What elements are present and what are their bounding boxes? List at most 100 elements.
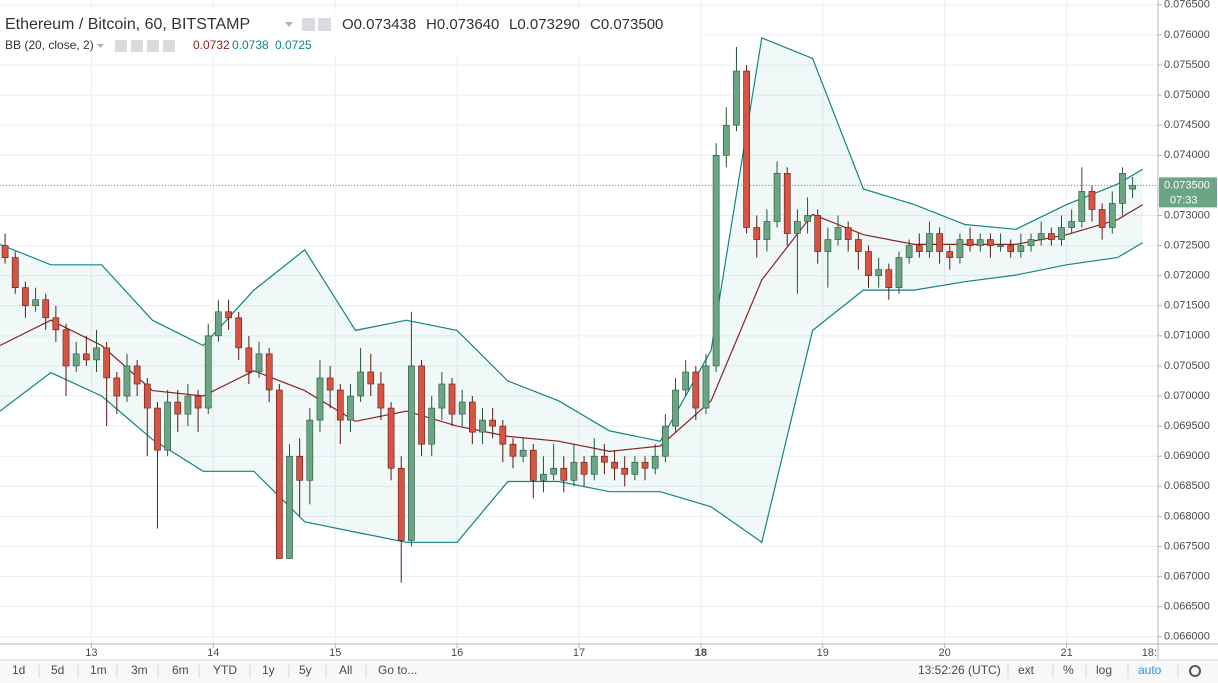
band-upper — [0, 37, 1144, 442]
candle-body — [1098, 209, 1106, 228]
scale-option[interactable]: % — [1063, 663, 1074, 677]
candle-body — [113, 377, 121, 397]
candle-body — [702, 365, 710, 409]
y-tick-label: 0.067000 — [1164, 570, 1210, 582]
candle-body — [580, 461, 588, 475]
x-tick-label: 18 — [695, 647, 707, 659]
candle-body — [824, 239, 832, 252]
candle-body — [834, 227, 842, 240]
candle-body — [1027, 239, 1035, 246]
candle-body — [763, 221, 771, 240]
candle-body — [225, 311, 232, 319]
y-tick-label: 0.070000 — [1164, 390, 1210, 402]
range-button[interactable]: 6m — [172, 663, 189, 677]
hide-icon[interactable] — [318, 18, 331, 31]
last-price-label: 0.073500 — [1164, 179, 1210, 191]
scale-option[interactable]: log — [1096, 663, 1112, 677]
y-tick-label: 0.073000 — [1164, 209, 1210, 221]
settings-gear[interactable] — [1189, 665, 1201, 677]
x-tick-label: 15 — [329, 647, 341, 659]
candle-body — [1068, 221, 1076, 228]
scale-option[interactable]: auto — [1138, 663, 1162, 677]
last-price-box — [1159, 177, 1217, 208]
y-tick-label: 0.075000 — [1164, 89, 1210, 101]
candle-body — [377, 383, 385, 409]
candle-body — [448, 383, 456, 415]
candle-body — [641, 461, 649, 469]
range-button[interactable]: 3m — [131, 663, 148, 677]
candle-body — [194, 395, 202, 409]
candle-body — [682, 371, 690, 391]
y-tick-label: 0.076500 — [1164, 0, 1210, 11]
candle-body — [123, 365, 131, 397]
candle-body — [204, 335, 212, 409]
candle-body — [794, 221, 801, 234]
chart-title: Ethereum / Bitcoin, 60, BITSTAMP — [5, 16, 250, 33]
range-button[interactable]: 1m — [90, 663, 107, 677]
candle-body — [1017, 245, 1025, 252]
bottom-toolbar — [0, 660, 1218, 683]
indicator-settings[interactable] — [131, 40, 143, 52]
indicator-name: BB (20, close, 2) — [5, 38, 94, 52]
grid — [0, 0, 1159, 644]
y-tick-label: 0.074000 — [1164, 149, 1210, 161]
candle-body — [926, 233, 933, 252]
indicator-lower-value: 0.0725 — [275, 38, 312, 52]
goto-button[interactable]: Go to... — [378, 663, 417, 677]
symbol-dropdown[interactable] — [285, 22, 293, 27]
candle-body — [458, 401, 466, 415]
range-button[interactable]: 5d — [51, 663, 64, 677]
candle-body — [93, 347, 100, 361]
candle-body — [215, 311, 222, 337]
ohlc-low: L0.073290 — [509, 16, 580, 33]
candle-body — [1119, 173, 1126, 204]
candle-body — [987, 239, 994, 246]
range-button[interactable]: All — [339, 663, 352, 677]
candle-body — [1088, 191, 1096, 210]
candle-body — [540, 473, 547, 481]
candle-body — [844, 227, 852, 240]
x-tick-label: 16 — [451, 647, 463, 659]
candle-body — [560, 467, 568, 481]
candle-body — [814, 215, 822, 252]
candle-body — [286, 455, 293, 559]
candle-body — [387, 407, 395, 469]
range-button[interactable]: YTD — [213, 663, 237, 677]
indicator-remove[interactable] — [163, 40, 175, 52]
indicator-add[interactable] — [147, 40, 159, 52]
candle-body — [885, 269, 893, 288]
x-tick-label: 18: — [1142, 647, 1157, 659]
candle-body — [722, 124, 730, 156]
axes: 0.066000 0.066500 0.067000 0.067500 0.068000… — [85, 0, 1217, 659]
candle-body — [1, 245, 9, 258]
candle-body — [783, 173, 791, 234]
indicator-dropdown[interactable] — [97, 44, 104, 48]
range-button[interactable]: 1d — [12, 663, 25, 677]
candle-body — [1058, 227, 1065, 240]
y-tick-label: 0.074500 — [1164, 119, 1210, 131]
candle-body — [438, 383, 446, 409]
y-tick-label: 0.067500 — [1164, 540, 1210, 552]
candle-body — [743, 70, 750, 228]
candle-body — [154, 407, 161, 451]
candle-body — [529, 449, 537, 481]
range-button[interactable]: 5y — [299, 663, 312, 677]
candle-body — [296, 455, 304, 481]
y-tick-label: 0.070500 — [1164, 360, 1210, 372]
scale-option[interactable]: ext — [1018, 663, 1035, 677]
candle-body — [306, 419, 314, 481]
candle-body — [733, 70, 740, 126]
settings-icon[interactable] — [302, 18, 315, 31]
candle-body — [601, 455, 608, 463]
candle-body — [32, 299, 39, 307]
candle-body — [550, 467, 557, 475]
range-button[interactable]: 1y — [262, 663, 275, 677]
candle-body — [997, 245, 1004, 247]
candle-body — [164, 401, 171, 451]
indicator-hide[interactable] — [115, 40, 127, 52]
candle-body — [408, 365, 415, 541]
candle-body — [468, 401, 476, 433]
y-tick-label: 0.076000 — [1164, 29, 1210, 41]
candle-body — [367, 371, 375, 385]
